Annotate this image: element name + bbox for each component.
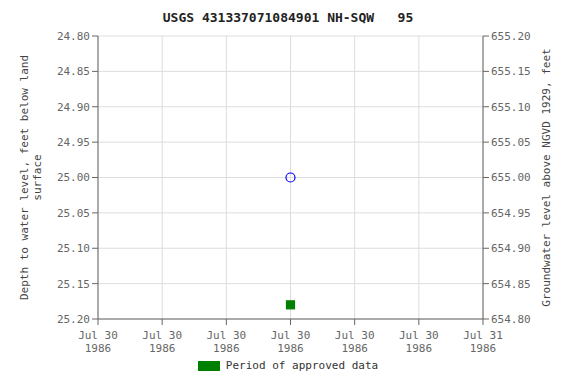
svg-text:Jul 311986: Jul 311986	[463, 329, 503, 355]
svg-text:25.20: 25.20	[57, 313, 90, 326]
html-text:Period of approved data: Period of approved data	[225, 359, 379, 372]
svg-text:654.80: 654.80	[491, 313, 531, 326]
svg-text:Jul 301986: Jul 301986	[271, 329, 311, 355]
svg-text:655.10: 655.10	[491, 101, 531, 114]
svg-text:655.05: 655.05	[491, 136, 531, 149]
svg-text:655.20: 655.20	[491, 30, 531, 43]
svg-text:654.85: 654.85	[491, 278, 531, 291]
svg-text:25.05: 25.05	[57, 207, 90, 220]
svg-text:Jul 301986: Jul 301986	[399, 329, 439, 355]
svg-text:Jul 301986: Jul 301986	[206, 329, 246, 355]
svg-text:654.95: 654.95	[491, 207, 531, 220]
svg-text:Jul 301986: Jul 301986	[335, 329, 375, 355]
svg-text:24.80: 24.80	[57, 30, 90, 43]
svg-text:Depth to water level, feet bel: Depth to water level, feet below landsur…	[18, 55, 44, 300]
svg-text:655.00: 655.00	[491, 171, 531, 184]
html-text:USGS 431337071084901 NH-SQW 95: USGS 431337071084901 NH-SQW 95	[162, 10, 414, 25]
svg-text:654.90: 654.90	[491, 242, 531, 255]
svg-text:25.00: 25.00	[57, 171, 90, 184]
svg-text:655.15: 655.15	[491, 65, 531, 78]
svg-text:25.15: 25.15	[57, 278, 90, 291]
svg-text:Jul 301986: Jul 301986	[142, 329, 182, 355]
svg-text:25.10: 25.10	[57, 242, 90, 255]
svg-text:24.85: 24.85	[57, 65, 90, 78]
svg-text:24.95: 24.95	[57, 136, 90, 149]
svg-text:24.90: 24.90	[57, 101, 90, 114]
svg-text:Groundwater level above NGVD 1: Groundwater level above NGVD 1929, feet	[540, 48, 553, 306]
svg-text:Jul 301986: Jul 301986	[78, 329, 118, 355]
